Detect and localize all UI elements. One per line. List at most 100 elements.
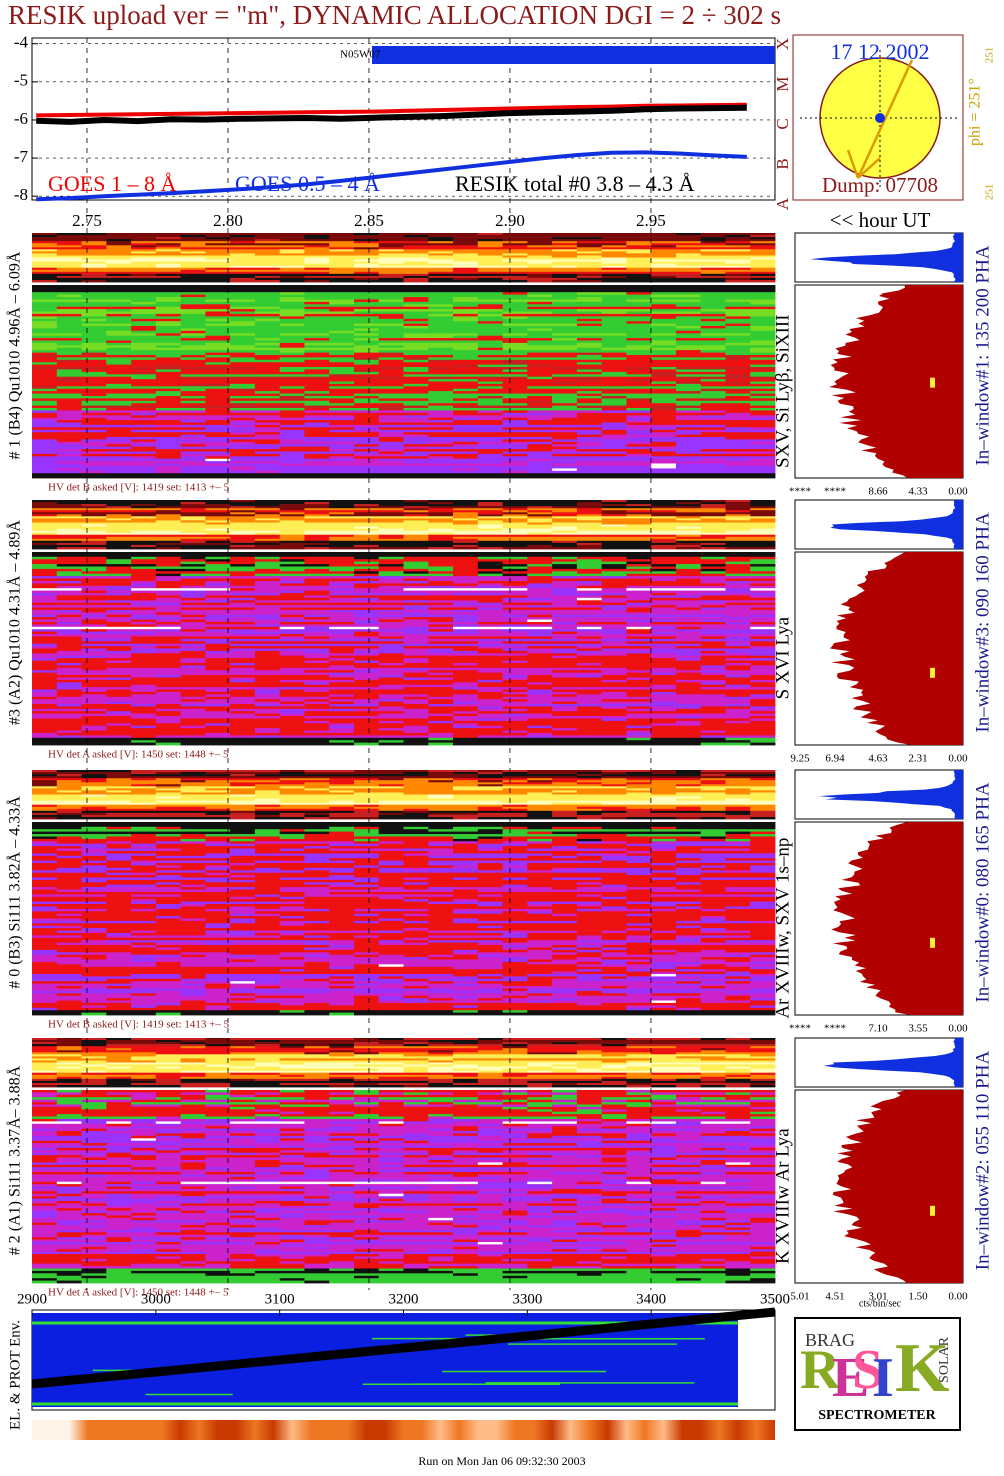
heatmap-cell — [651, 292, 776, 295]
heatmap-cell — [576, 812, 603, 816]
heatmap-cell — [56, 1044, 82, 1047]
heatmap-cell — [453, 1179, 528, 1183]
heatmap-cell — [477, 1064, 528, 1067]
heatmap-cell — [700, 782, 726, 785]
heatmap-cell — [180, 1076, 330, 1080]
heatmap-cell — [700, 940, 726, 943]
heatmap-cell — [205, 918, 231, 922]
heatmap-cell — [453, 1150, 479, 1154]
heatmap-cell — [378, 239, 429, 242]
heatmap-cell — [626, 1157, 652, 1161]
heatmap-cell — [81, 1155, 107, 1158]
heatmap-cell — [180, 1162, 206, 1166]
heatmap-cell — [626, 643, 702, 647]
heatmap-cell — [279, 772, 305, 775]
spectrum-marker — [930, 377, 935, 388]
heatmap-cell — [626, 1085, 652, 1088]
heatmap-cell — [354, 403, 404, 406]
heatmap-cell — [254, 786, 281, 789]
heatmap-cell — [626, 576, 776, 579]
heatmap-cell — [750, 788, 776, 791]
heatmap-cell — [32, 899, 132, 902]
heatmap-cell — [675, 658, 702, 661]
heatmap-cell — [56, 877, 82, 881]
heatmap-cell — [725, 237, 751, 240]
heatmap-cell — [626, 884, 776, 888]
heatmap-cell — [32, 670, 58, 673]
heatmap-cell — [254, 352, 305, 356]
heatmap-cell — [354, 583, 479, 587]
heatmap-cell — [254, 309, 281, 312]
heatmap-cell — [81, 379, 429, 382]
heatmap-cell — [700, 993, 776, 997]
heatmap-cell — [205, 872, 231, 876]
heatmap-cell — [700, 379, 726, 382]
heatmap-cell — [725, 841, 751, 845]
heatmap-cell — [453, 347, 479, 351]
heatmap-cell — [32, 561, 107, 565]
heatmap-cell — [378, 398, 429, 402]
heatmap-cell — [750, 427, 776, 431]
heatmap-cell — [453, 723, 479, 727]
heatmap-cell — [378, 867, 404, 871]
heatmap-cell — [205, 427, 256, 431]
heatmap-cell — [354, 1042, 380, 1045]
heatmap-cell — [601, 1157, 627, 1161]
heatmap-cell — [354, 1012, 776, 1016]
heatmap-cell — [675, 1145, 702, 1149]
heatmap-cell — [576, 708, 627, 712]
heatmap-cell — [32, 614, 58, 618]
heatmap-cell — [403, 1092, 429, 1096]
heatmap-cell — [552, 593, 627, 596]
heatmap-cell — [230, 1046, 256, 1049]
heatmap-cell — [180, 1164, 206, 1168]
heatmap-cell — [279, 1133, 305, 1137]
heatmap-cell — [700, 778, 751, 781]
heatmap-cell — [527, 1179, 553, 1183]
heatmap-cell — [403, 1147, 652, 1151]
heatmap-cell — [230, 802, 553, 806]
heatmap-cell — [576, 251, 603, 254]
heatmap-cell — [626, 788, 652, 791]
heatmap-cell — [304, 933, 503, 936]
heatmap-cell — [527, 1010, 776, 1013]
heatmap-cell — [56, 1046, 82, 1049]
heatmap-cell — [477, 516, 528, 519]
heatmap-cell — [32, 369, 58, 373]
heatmap-cell — [32, 730, 58, 734]
heatmap-cell — [502, 321, 627, 324]
heatmap-cell — [725, 1066, 751, 1069]
heatmap-cell — [180, 247, 305, 250]
heatmap-cell — [675, 770, 702, 773]
heatmap-cell — [205, 593, 231, 596]
heatmap-cell — [230, 841, 256, 845]
heatmap-cell — [329, 843, 380, 847]
heatmap-cell — [428, 667, 627, 671]
heatmap-cell — [502, 470, 528, 474]
heatmap-cell — [601, 772, 627, 775]
heatmap-cell — [279, 434, 305, 438]
heatmap-cell — [155, 1040, 181, 1043]
heatmap-cell — [700, 964, 726, 968]
heatmap-cell — [131, 559, 206, 562]
heatmap-cell — [750, 961, 776, 965]
heatmap-cell — [552, 333, 627, 337]
heatmap-cell — [453, 1126, 479, 1129]
heatmap-cell — [32, 301, 132, 305]
heatmap-cell — [403, 672, 429, 676]
heatmap-cell — [651, 420, 776, 423]
heatmap-cell — [725, 658, 751, 661]
heatmap-cell — [601, 957, 652, 960]
heatmap-cell — [56, 993, 82, 997]
heatmap-cell — [131, 309, 231, 312]
heatmap-cell — [230, 259, 305, 262]
heatmap-cell — [180, 237, 206, 240]
heatmap-cell — [106, 935, 281, 939]
heatmap-cell — [329, 237, 429, 240]
heatmap-cell — [527, 1135, 553, 1139]
heatmap-cell — [32, 405, 82, 409]
heatmap-cell — [329, 597, 355, 601]
heatmap-cell — [81, 1131, 107, 1134]
heatmap-cell — [576, 780, 702, 783]
heatmap-cell — [601, 838, 652, 842]
